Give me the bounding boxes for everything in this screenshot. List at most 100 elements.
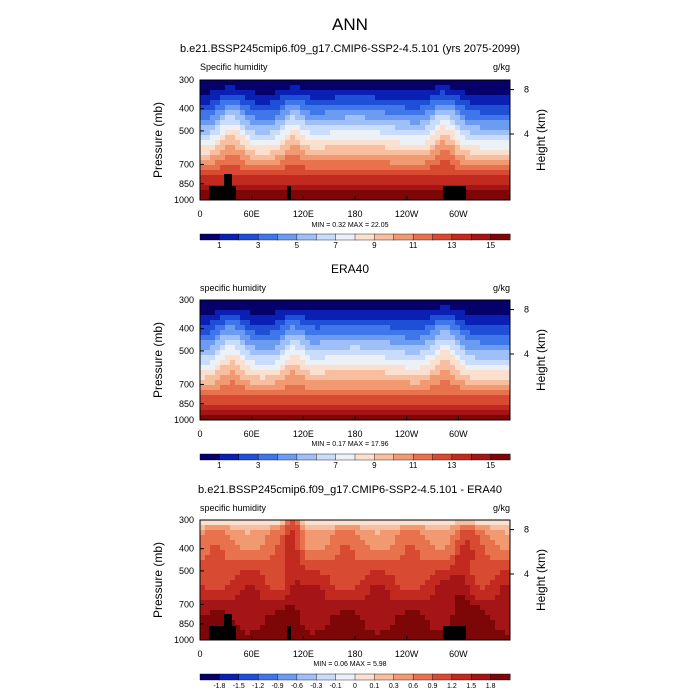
heatmap-cell <box>375 140 381 146</box>
heatmap-cell <box>425 555 431 561</box>
heatmap-cell <box>490 570 496 576</box>
heatmap-cell <box>410 160 416 166</box>
heatmap-cell <box>495 145 501 151</box>
heatmap-cell <box>220 580 226 586</box>
heatmap-cell <box>390 565 396 571</box>
heatmap-cell <box>350 100 356 106</box>
heatmap-cell <box>210 540 216 546</box>
heatmap-cell <box>390 525 396 531</box>
heatmap-cell <box>415 635 421 641</box>
heatmap-cell <box>450 345 456 351</box>
heatmap-cell <box>505 610 511 616</box>
heatmap-cell <box>385 375 391 381</box>
heatmap-cell <box>420 155 426 161</box>
heatmap-cell <box>300 605 306 611</box>
heatmap-cell <box>415 555 421 561</box>
heatmap-cell <box>450 140 456 146</box>
heatmap-cell <box>290 125 296 131</box>
heatmap-cell <box>475 155 481 161</box>
heatmap-cell <box>305 175 311 181</box>
heatmap-cell <box>395 380 401 386</box>
heatmap-cell <box>235 415 241 421</box>
heatmap-cell <box>320 130 326 136</box>
colorbar-swatch <box>335 453 356 461</box>
heatmap-cell <box>430 585 436 591</box>
y-tick-label: 700 <box>179 159 194 169</box>
heatmap-cell <box>455 380 461 386</box>
heatmap-cell <box>495 395 501 401</box>
heatmap-cell <box>255 375 261 381</box>
heatmap-cell <box>250 145 256 151</box>
heatmap-cell <box>255 580 261 586</box>
heatmap-cell <box>435 530 441 536</box>
heatmap-cell <box>295 135 301 141</box>
heatmap-cell <box>250 325 256 331</box>
heatmap-cell <box>290 170 296 176</box>
heatmap-cell <box>220 360 226 366</box>
heatmap-cell <box>445 365 451 371</box>
heatmap-cell <box>295 80 301 86</box>
heatmap-cell <box>360 80 366 86</box>
heatmap-cell <box>490 90 496 96</box>
heatmap-cell <box>245 535 251 541</box>
heatmap-cell <box>220 600 226 606</box>
heatmap-cell <box>370 315 376 321</box>
heatmap-cell <box>450 385 456 391</box>
heatmap-cell <box>245 520 251 526</box>
heatmap-cell <box>405 390 411 396</box>
heatmap-cell <box>300 590 306 596</box>
heatmap-cell <box>375 590 381 596</box>
heatmap-cell <box>485 400 491 406</box>
heatmap-cell <box>310 330 316 336</box>
heatmap-cell <box>350 90 356 96</box>
heatmap-cell <box>420 185 426 191</box>
heatmap-cell <box>200 85 206 91</box>
heatmap-cell <box>310 125 316 131</box>
heatmap-cell <box>345 415 351 421</box>
colorbar-label: -0.9 <box>271 683 283 690</box>
heatmap-cell <box>450 340 456 346</box>
heatmap-cell <box>290 590 296 596</box>
heatmap-cell <box>280 415 286 421</box>
heatmap-cell <box>445 350 451 356</box>
heatmap-cell <box>275 625 281 631</box>
heatmap-cell <box>305 600 311 606</box>
heatmap-cell <box>355 115 361 121</box>
heatmap-cell <box>470 145 476 151</box>
heatmap-cell <box>360 605 366 611</box>
heatmap-cell <box>240 190 246 196</box>
heatmap-cell <box>450 120 456 126</box>
heatmap-cell <box>505 590 511 596</box>
heatmap-cell <box>205 535 211 541</box>
heatmap-cell <box>360 325 366 331</box>
heatmap-cell <box>385 115 391 121</box>
heatmap-cell <box>200 320 206 326</box>
heatmap-cell <box>480 175 486 181</box>
heatmap-cell <box>420 595 426 601</box>
heatmap-cell <box>290 180 296 186</box>
heatmap-cell <box>420 620 426 626</box>
heatmap-cell <box>485 565 491 571</box>
heatmap-cell <box>475 390 481 396</box>
heatmap-cell <box>485 130 491 136</box>
heatmap-cell <box>280 115 286 121</box>
heatmap-cell <box>435 350 441 356</box>
heatmap-cell <box>285 160 291 166</box>
y-axis-title: Pressure (mb) <box>151 322 165 398</box>
heatmap-cell <box>285 585 291 591</box>
heatmap-cell <box>335 575 341 581</box>
heatmap-cell <box>300 635 306 641</box>
heatmap-cell <box>285 365 291 371</box>
heatmap-cell <box>255 190 261 196</box>
heatmap-cell <box>445 580 451 586</box>
heatmap-cell <box>420 590 426 596</box>
heatmap-cell <box>270 315 276 321</box>
heatmap-cell <box>200 325 206 331</box>
heatmap-cell <box>320 310 326 316</box>
heatmap-cell <box>425 340 431 346</box>
heatmap-cell <box>225 530 231 536</box>
heatmap-cell <box>450 380 456 386</box>
heatmap-cell <box>385 635 391 641</box>
heatmap-cell <box>415 85 421 91</box>
heatmap-cell <box>440 190 446 196</box>
